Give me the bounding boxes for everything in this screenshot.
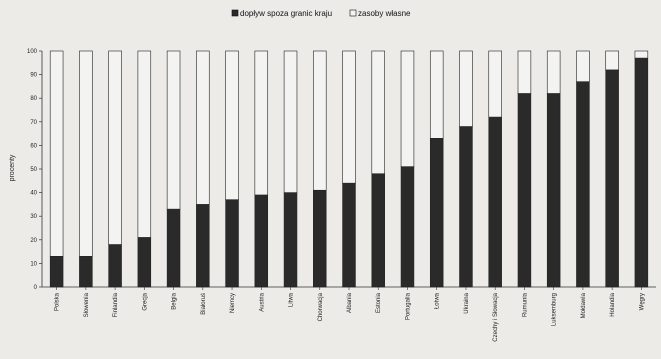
bar-segment-own [108, 50, 122, 245]
bar-segment-inflow [400, 166, 415, 288]
bar-segment-inflow [166, 208, 181, 288]
bar-segment-own [49, 50, 64, 257]
bar-segment-own [196, 50, 210, 205]
category-label: Luksemburg [552, 293, 558, 326]
category-label: Finlandia [113, 292, 119, 317]
category-label: Rumunia [522, 292, 528, 317]
bar-segment-own [342, 50, 356, 184]
category-label: Chorwacja [318, 292, 324, 321]
bar-segment-own [546, 50, 561, 94]
category-label: Holandia [610, 292, 616, 316]
legend: dopływ spoza granic kraju zasoby własne [231, 9, 411, 18]
y-tick-label: 20 [30, 238, 37, 244]
plot-area: 0 10 20 30 40 50 60 70 80 90 100 Polska Słowenia Finl… [27, 49, 656, 342]
bar-segment-inflow [371, 173, 385, 288]
bar-segment-inflow [429, 138, 444, 288]
category-label: Grecja [142, 292, 148, 310]
bar-segment-own [79, 50, 93, 257]
bar-segment-own [254, 50, 269, 196]
category-label: Węgry [639, 293, 645, 310]
category-label: Austria [259, 292, 265, 311]
category-label: Estonia [376, 292, 382, 313]
bar-segment-own [488, 50, 502, 118]
bar-segment-inflow [196, 204, 210, 288]
category-label: Ukraina [464, 292, 470, 313]
bar-segment-own [517, 50, 532, 94]
y-tick-label: 80 [30, 96, 37, 102]
legend-label-inflow: dopływ spoza granic kraju [240, 9, 332, 18]
bar-segment-inflow [108, 244, 122, 288]
category-label: Polska [55, 292, 61, 311]
bar-segment-own [166, 50, 181, 210]
bar-segment-own [283, 50, 298, 193]
legend-label-own: zasoby własne [358, 9, 411, 18]
y-tick-label: 70 [30, 120, 37, 126]
y-tick-label: 90 [30, 73, 37, 79]
bar-segment-own [634, 50, 649, 59]
y-tick-label: 60 [30, 143, 37, 149]
bar-segment-inflow [576, 81, 590, 288]
bar-segment-own [576, 50, 590, 82]
category-label: Litwa [289, 292, 295, 307]
category-label: Albania [347, 292, 353, 313]
bar-segment-inflow [459, 126, 473, 288]
y-tick-label: 0 [34, 285, 38, 291]
bar-segment-inflow [254, 194, 269, 288]
category-label: Portugalia [405, 292, 411, 320]
bar-segment-inflow [488, 116, 502, 288]
bar-segment-inflow [342, 182, 356, 288]
y-tick-label: 30 [30, 214, 37, 220]
bar-segment-inflow [79, 256, 93, 288]
bar-segment-own [400, 50, 415, 167]
bar-segment-inflow [283, 192, 298, 288]
y-tick-label: 40 [30, 191, 37, 197]
bar-segment-own [429, 50, 444, 139]
bar-segment-inflow [634, 57, 649, 288]
legend-swatch-own [349, 9, 357, 17]
bar-segment-own [459, 50, 473, 127]
bar-segment-inflow [605, 69, 619, 288]
category-label: Mołdawia [581, 292, 587, 318]
category-label: Białoruś [201, 293, 207, 315]
category-label: Belgia [172, 292, 178, 309]
bar-segment-inflow [313, 189, 327, 288]
bar-segment-inflow [517, 93, 532, 288]
bar-segment-own [371, 50, 385, 175]
y-tick-label: 10 [30, 261, 37, 267]
category-label: Łotwa [435, 292, 441, 309]
y-tick-label: 50 [30, 167, 37, 173]
bar-segment-inflow [225, 199, 239, 288]
bar-segment-own [605, 50, 619, 71]
legend-swatch-inflow [231, 9, 239, 17]
bar-segment-inflow [137, 237, 152, 288]
y-tick-label: 100 [27, 49, 38, 55]
bar-segment-inflow [49, 256, 64, 288]
bar-segment-own [137, 50, 152, 238]
category-label: Słowenia [84, 292, 90, 317]
y-axis-title: procenty [9, 154, 16, 181]
bar-segment-own [225, 50, 239, 200]
category-label: Niemcy [230, 293, 236, 313]
bar-segment-inflow [546, 93, 561, 288]
category-label: Czechy i Słowacja [493, 292, 499, 341]
bar-segment-own [313, 50, 327, 191]
